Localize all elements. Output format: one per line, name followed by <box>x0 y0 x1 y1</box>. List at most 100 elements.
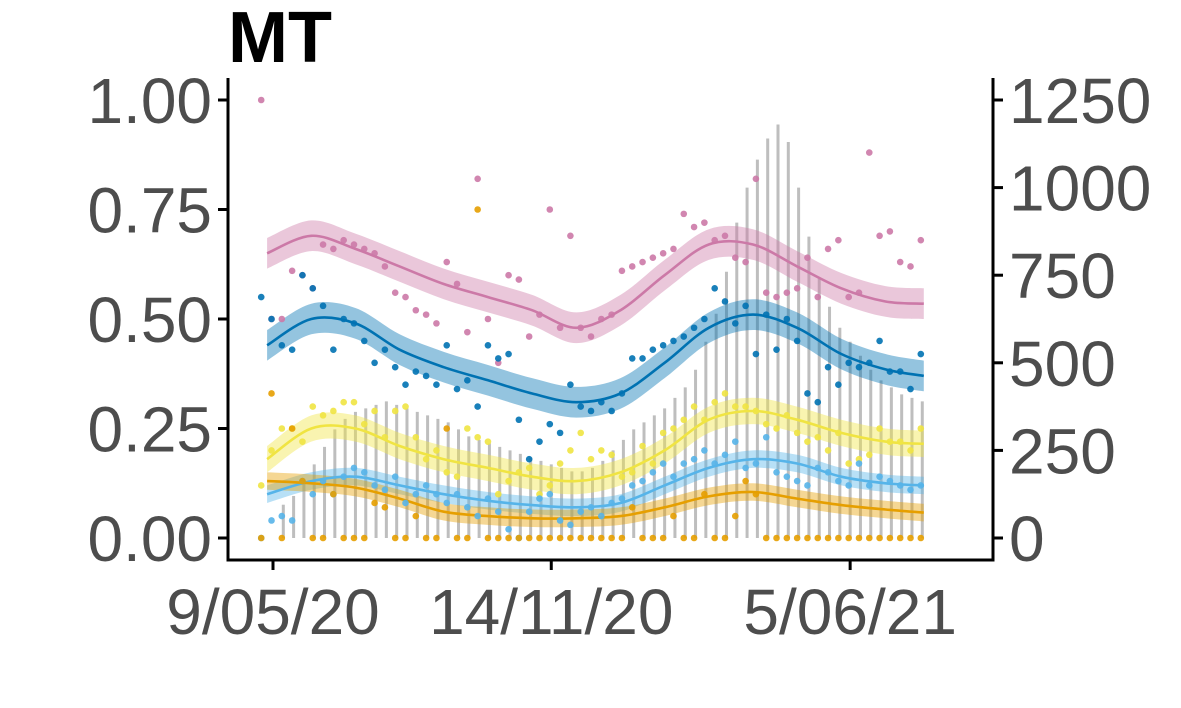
data-point <box>628 482 636 489</box>
data-point <box>412 368 420 375</box>
data-point <box>268 390 275 397</box>
data-point <box>855 363 863 371</box>
data-point <box>824 469 832 476</box>
data-point <box>721 390 729 397</box>
data-point <box>814 433 822 441</box>
data-point <box>628 504 636 511</box>
data-point <box>433 534 440 542</box>
y-left-tick-label: 0.50 <box>87 284 212 356</box>
data-point <box>886 368 894 375</box>
data-point <box>701 447 708 454</box>
data-point <box>835 534 842 542</box>
data-point <box>917 350 925 358</box>
data-point <box>896 258 904 266</box>
data-point <box>618 534 626 542</box>
data-point <box>845 460 852 467</box>
data-point <box>824 534 832 542</box>
data-point <box>422 372 430 380</box>
data-point <box>556 429 564 437</box>
data-point <box>546 490 554 498</box>
data-point <box>381 263 389 270</box>
data-point <box>835 381 842 389</box>
data-point <box>628 355 636 362</box>
data-point <box>278 425 286 432</box>
data-point <box>371 359 378 367</box>
data-point <box>814 534 822 542</box>
data-point <box>649 460 657 467</box>
data-point <box>309 490 317 498</box>
data-point <box>845 293 852 301</box>
data-point <box>536 534 543 542</box>
data-point <box>319 412 327 419</box>
data-point <box>577 534 585 542</box>
data-point <box>319 534 327 542</box>
y-right-tick-label: 0 <box>1009 503 1045 575</box>
data-point <box>762 311 770 318</box>
data-point <box>793 337 801 345</box>
data-point <box>422 482 430 489</box>
data-point <box>587 455 595 463</box>
data-point <box>422 455 430 463</box>
data-point <box>628 469 636 476</box>
data-point <box>876 473 883 480</box>
data-point <box>773 469 780 476</box>
data-point <box>742 464 749 472</box>
data-point <box>742 258 749 266</box>
data-point <box>639 258 646 266</box>
data-point <box>659 341 667 349</box>
data-point <box>845 359 852 367</box>
data-points <box>257 96 925 542</box>
data-point <box>876 232 883 240</box>
data-point <box>598 534 605 542</box>
data-point <box>494 508 502 516</box>
data-point <box>845 482 852 489</box>
data-point <box>732 320 739 327</box>
data-point <box>257 96 265 104</box>
data-point <box>391 363 399 371</box>
data-point <box>804 534 811 542</box>
data-point <box>453 534 461 542</box>
confidence-band <box>267 220 924 344</box>
data-point <box>494 534 502 542</box>
data-point <box>577 403 585 410</box>
data-point <box>402 499 409 507</box>
data-point <box>608 499 615 507</box>
data-point <box>701 490 708 498</box>
data-point <box>649 346 657 353</box>
data-point <box>453 280 461 288</box>
data-point <box>474 433 481 441</box>
data-point <box>402 381 409 389</box>
data-point <box>350 464 358 472</box>
data-point <box>464 328 471 336</box>
data-point <box>505 271 512 279</box>
data-point <box>546 420 554 428</box>
data-point <box>618 390 626 397</box>
data-point <box>577 429 585 437</box>
data-point <box>773 346 780 353</box>
data-point <box>659 250 667 257</box>
data-point <box>402 293 409 301</box>
data-point <box>299 438 306 445</box>
data-point <box>381 486 389 494</box>
data-point <box>536 438 543 445</box>
data-point <box>876 337 883 345</box>
data-point <box>278 534 286 542</box>
data-point <box>752 460 760 467</box>
data-point <box>711 398 718 406</box>
data-point <box>422 534 430 542</box>
data-point <box>464 425 471 432</box>
data-point <box>783 473 791 480</box>
data-point <box>824 363 832 371</box>
data-point <box>690 324 698 332</box>
data-point <box>587 333 595 340</box>
data-point <box>567 232 574 240</box>
data-point <box>288 346 296 353</box>
data-point <box>618 473 626 480</box>
smooth-line <box>266 313 925 404</box>
data-point <box>721 534 729 542</box>
data-point <box>257 534 265 542</box>
data-point <box>371 250 378 257</box>
data-point <box>721 451 729 459</box>
data-point <box>711 236 718 244</box>
data-point <box>649 254 657 261</box>
